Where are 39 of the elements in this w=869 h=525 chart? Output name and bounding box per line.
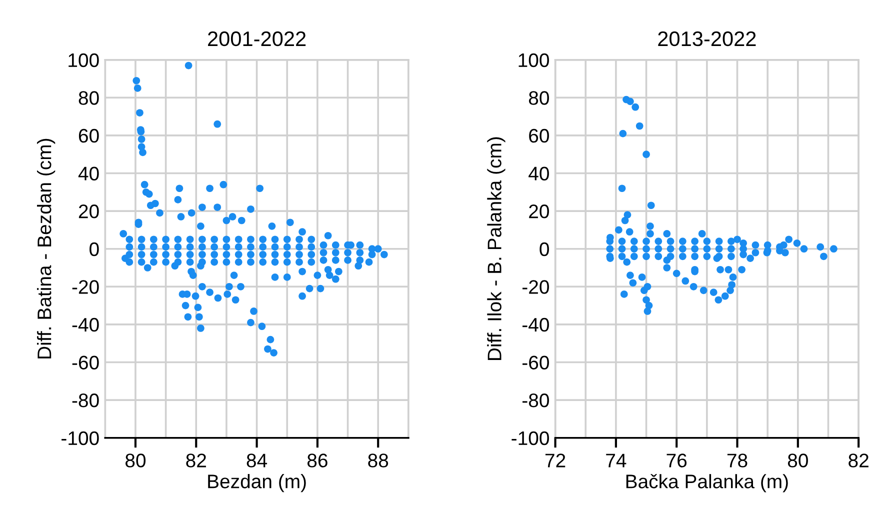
x-tick-label: 76 — [666, 454, 687, 468]
y-tick-label: -80 — [522, 394, 549, 408]
y-tick-label: 60 — [529, 128, 549, 143]
x-tick-label: 84 — [246, 454, 268, 468]
y-tick-label: -100 — [62, 431, 99, 446]
y-tick-label: -20 — [522, 280, 549, 294]
y-tick-label: 0 — [90, 242, 99, 256]
y-axis-title: Diff. Ilok - B. Palanka (cm) — [487, 137, 506, 360]
chart-title: 2001-2022 — [208, 31, 306, 46]
y-tick-label: 20 — [529, 204, 549, 218]
y-tick-label: 40 — [528, 166, 549, 180]
x-tick-label: 86 — [307, 454, 328, 468]
y-tick-label: 100 — [68, 53, 99, 68]
y-tick-label: 100 — [518, 53, 549, 68]
y-tick-label: 60 — [78, 128, 99, 143]
x-tick-label: 82 — [848, 454, 868, 468]
y-tick-label: -100 — [512, 431, 549, 446]
x-tick-label: 72 — [545, 454, 566, 468]
x-axis-title: Bezdan (m) — [208, 474, 306, 492]
y-axis-title: Diff. Batina - Bezdan (cm) — [37, 138, 56, 358]
y-tick-label: -60 — [522, 356, 549, 370]
y-tick-label: -80 — [72, 394, 99, 408]
x-tick-label: 74 — [606, 454, 626, 468]
y-tick-label: -20 — [72, 280, 99, 294]
y-tick-label: 80 — [528, 91, 549, 105]
y-tick-label: 0 — [540, 242, 549, 256]
y-tick-label: -40 — [522, 318, 549, 332]
x-tick-label: 80 — [126, 454, 146, 468]
x-tick-label: 88 — [368, 454, 388, 468]
y-tick-label: 40 — [78, 166, 99, 180]
y-tick-label: -60 — [72, 356, 99, 370]
y-tick-label: 20 — [78, 204, 99, 218]
x-tick-label: 80 — [788, 454, 808, 468]
x-tick-label: 82 — [186, 454, 206, 468]
y-tick-label: -40 — [72, 318, 99, 332]
x-axis-title: Bačka Palanka (m) — [626, 474, 788, 492]
x-tick-label: 78 — [727, 454, 748, 468]
y-tick-label: 80 — [78, 91, 99, 105]
chart-title: 2013-2022 — [658, 31, 756, 46]
